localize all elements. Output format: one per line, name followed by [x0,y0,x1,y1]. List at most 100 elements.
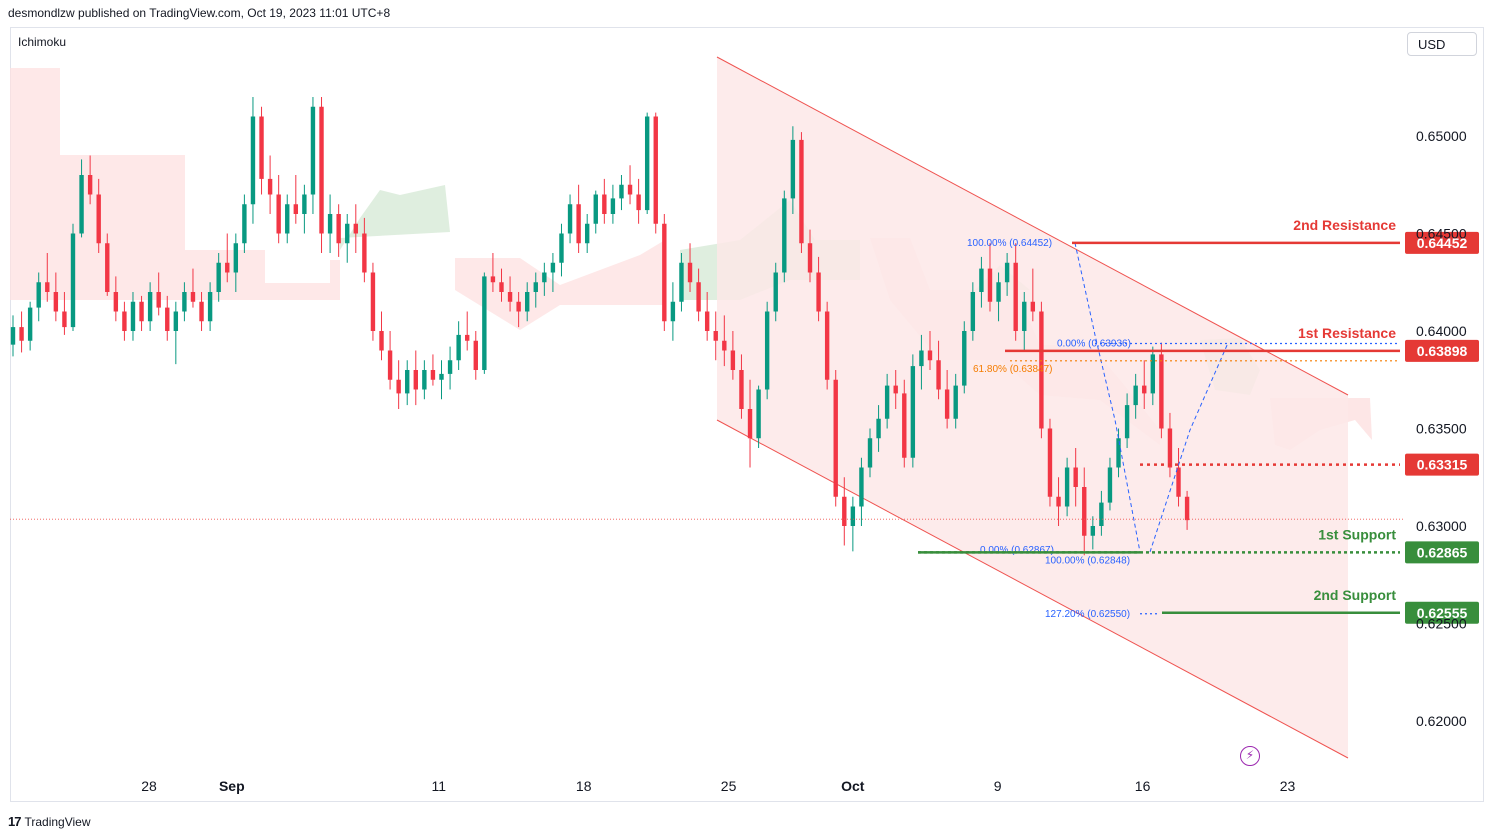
footer[interactable]: 17 TradingView [8,814,91,829]
candle [644,112,650,214]
candle [302,184,307,234]
candle-body [722,340,727,351]
candle-body [387,350,393,380]
candle-body [96,194,101,244]
price-tag-bg [1405,541,1479,564]
candle-body [465,334,470,341]
x-tick-label: 16 [1135,778,1151,794]
fib-label: 127.20% (0.62550) [1045,609,1130,620]
candle-body [370,272,376,331]
candle-body [559,233,564,263]
candle-body [773,272,778,312]
candle [62,292,67,335]
lightning-icon[interactable]: ⚡ [1240,746,1260,766]
price-axis[interactable]: 0.64452 0.63898 0.63315 0.62865 0.62555 0.650… [1405,128,1479,729]
candle-body [250,116,256,205]
fib-label: 100.00% (0.64452) [967,238,1052,249]
candle-body [1064,467,1070,507]
candle-body [850,506,856,526]
x-tick-label: 23 [1280,778,1296,794]
candle-body [876,418,881,439]
candle-body [979,268,984,292]
x-tick-label: 9 [994,778,1002,794]
candle [576,184,581,253]
candle-body [1184,496,1190,521]
candle [190,268,196,308]
candle [19,311,24,353]
candle-body [636,194,641,211]
fib-label: 61.80% (0.63847) [973,364,1053,375]
candle-body [927,350,933,361]
fib-label: 0.00% (0.62867) [980,545,1054,556]
candle-body [45,282,50,292]
candle-body [293,204,299,214]
candle [936,340,941,400]
candle [1150,346,1156,406]
price-tag-bg [1405,339,1479,362]
candle-body [276,194,281,234]
candle-body [182,292,187,312]
candle-body [267,178,273,195]
candle [996,272,1001,322]
candle [739,354,744,419]
candle-body [413,370,418,390]
x-tick-label: Sep [219,778,245,794]
fib-connector-down [1074,242,1141,553]
candle-body [644,116,650,211]
price-tag: 0.62865 [1405,541,1479,564]
candle-body [345,223,350,244]
candle-body [816,272,821,312]
candle [482,272,487,374]
candle [1159,342,1164,439]
candle [1013,243,1018,341]
indicator-label[interactable]: Ichimoku [18,35,67,49]
price-tag: 0.63898 [1405,339,1479,362]
candle [387,331,393,390]
time-axis[interactable]: 28 Sep 11 18 25 Oct 9 16 23 [141,778,1295,794]
price-tag-bg [1405,231,1479,254]
candle-body [1090,526,1096,536]
candle-body [902,393,907,458]
candle-body [190,292,196,302]
candle [1047,418,1053,507]
candle [919,334,924,390]
candle-body [53,292,59,312]
x-tick-label: 25 [721,778,737,794]
candle [293,175,299,224]
candle-body [87,175,93,195]
candle [1004,253,1010,296]
candle-body [156,292,161,308]
x-tick-label: 28 [141,778,157,794]
candle-body [833,379,838,497]
candle-body [704,311,710,331]
candle [636,178,641,224]
candle [199,292,204,331]
cloud-red-left [10,68,340,300]
fib-label: 0.00% (0.63936) [1057,338,1131,349]
footer-brand: TradingView [24,814,91,829]
candle-body [113,292,119,312]
candle-body [379,331,384,351]
candle [662,214,667,331]
candle-body [199,301,204,322]
candle [970,282,976,341]
candle [1176,448,1181,507]
candle [1124,393,1130,448]
candle-body [165,307,170,331]
candle-body [970,292,976,331]
candle [584,214,590,253]
candle-body [1099,502,1104,526]
candle-body [653,116,658,224]
currency-button[interactable]: USD [1407,32,1477,56]
candle [310,97,316,214]
candle-body [19,327,24,341]
candle-body [550,262,556,273]
candle-body [884,385,890,419]
drawn-levels: 100.00% (0.64452) 0.00% (0.63936) 61.80% (… [10,217,1405,620]
candle [704,292,710,341]
level-name: 1st Resistance [1298,325,1396,341]
candle-body [1107,467,1113,503]
candle [173,301,179,365]
candle-body [302,194,307,214]
